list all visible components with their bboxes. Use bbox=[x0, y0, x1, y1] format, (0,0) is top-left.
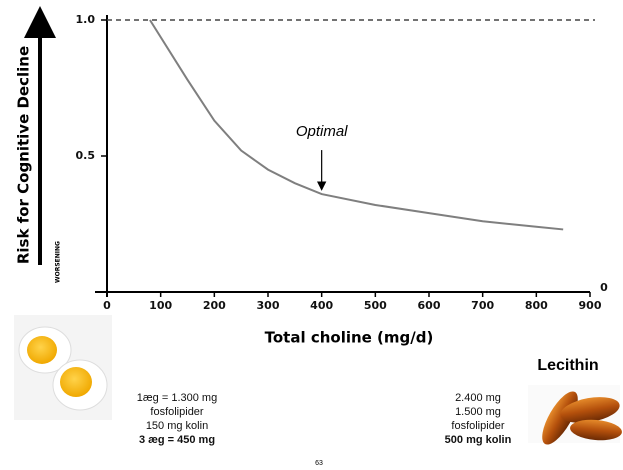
x-tick-label: 700 bbox=[471, 299, 494, 312]
lecithin-text: 1.500 mg bbox=[455, 406, 501, 418]
y-tick-label: 0 bbox=[600, 281, 608, 294]
y-note: WORSENING bbox=[55, 241, 62, 283]
egg-text: 3 æg = 450 mg bbox=[139, 434, 215, 446]
page-number: 63 bbox=[315, 460, 323, 467]
x-tick-label: 800 bbox=[525, 299, 548, 312]
lecithin-text: 2.400 mg bbox=[455, 392, 501, 404]
egg-text: fosfolipider bbox=[150, 406, 204, 418]
egg-text: 150 mg kolin bbox=[146, 420, 208, 432]
lecithin-title: Lecithin bbox=[537, 357, 598, 374]
egg-image bbox=[14, 315, 112, 420]
x-tick-label: 600 bbox=[418, 299, 441, 312]
lecithin-text: 500 mg kolin bbox=[445, 434, 512, 446]
x-tick-label: 500 bbox=[364, 299, 387, 312]
lecithin-text: fosfolipider bbox=[451, 420, 505, 432]
y-tick-label: 1.0 bbox=[76, 13, 96, 26]
capsule-image bbox=[528, 385, 622, 445]
y-label: Risk for Cognitive Decline bbox=[15, 46, 33, 264]
y-tick-label: 0.5 bbox=[76, 149, 96, 162]
x-label: Total choline (mg/d) bbox=[265, 329, 434, 347]
egg-text: 1æg = 1.300 mg bbox=[137, 392, 217, 404]
x-tick-label: 900 bbox=[579, 299, 602, 312]
x-tick-label: 200 bbox=[203, 299, 226, 312]
x-tick-label: 400 bbox=[310, 299, 333, 312]
curve bbox=[149, 19, 564, 231]
x-tick-label: 0 bbox=[103, 299, 111, 312]
x-tick-label: 100 bbox=[149, 299, 172, 312]
x-tick-label: 300 bbox=[257, 299, 280, 312]
annotation-text: Optimal bbox=[296, 123, 348, 140]
